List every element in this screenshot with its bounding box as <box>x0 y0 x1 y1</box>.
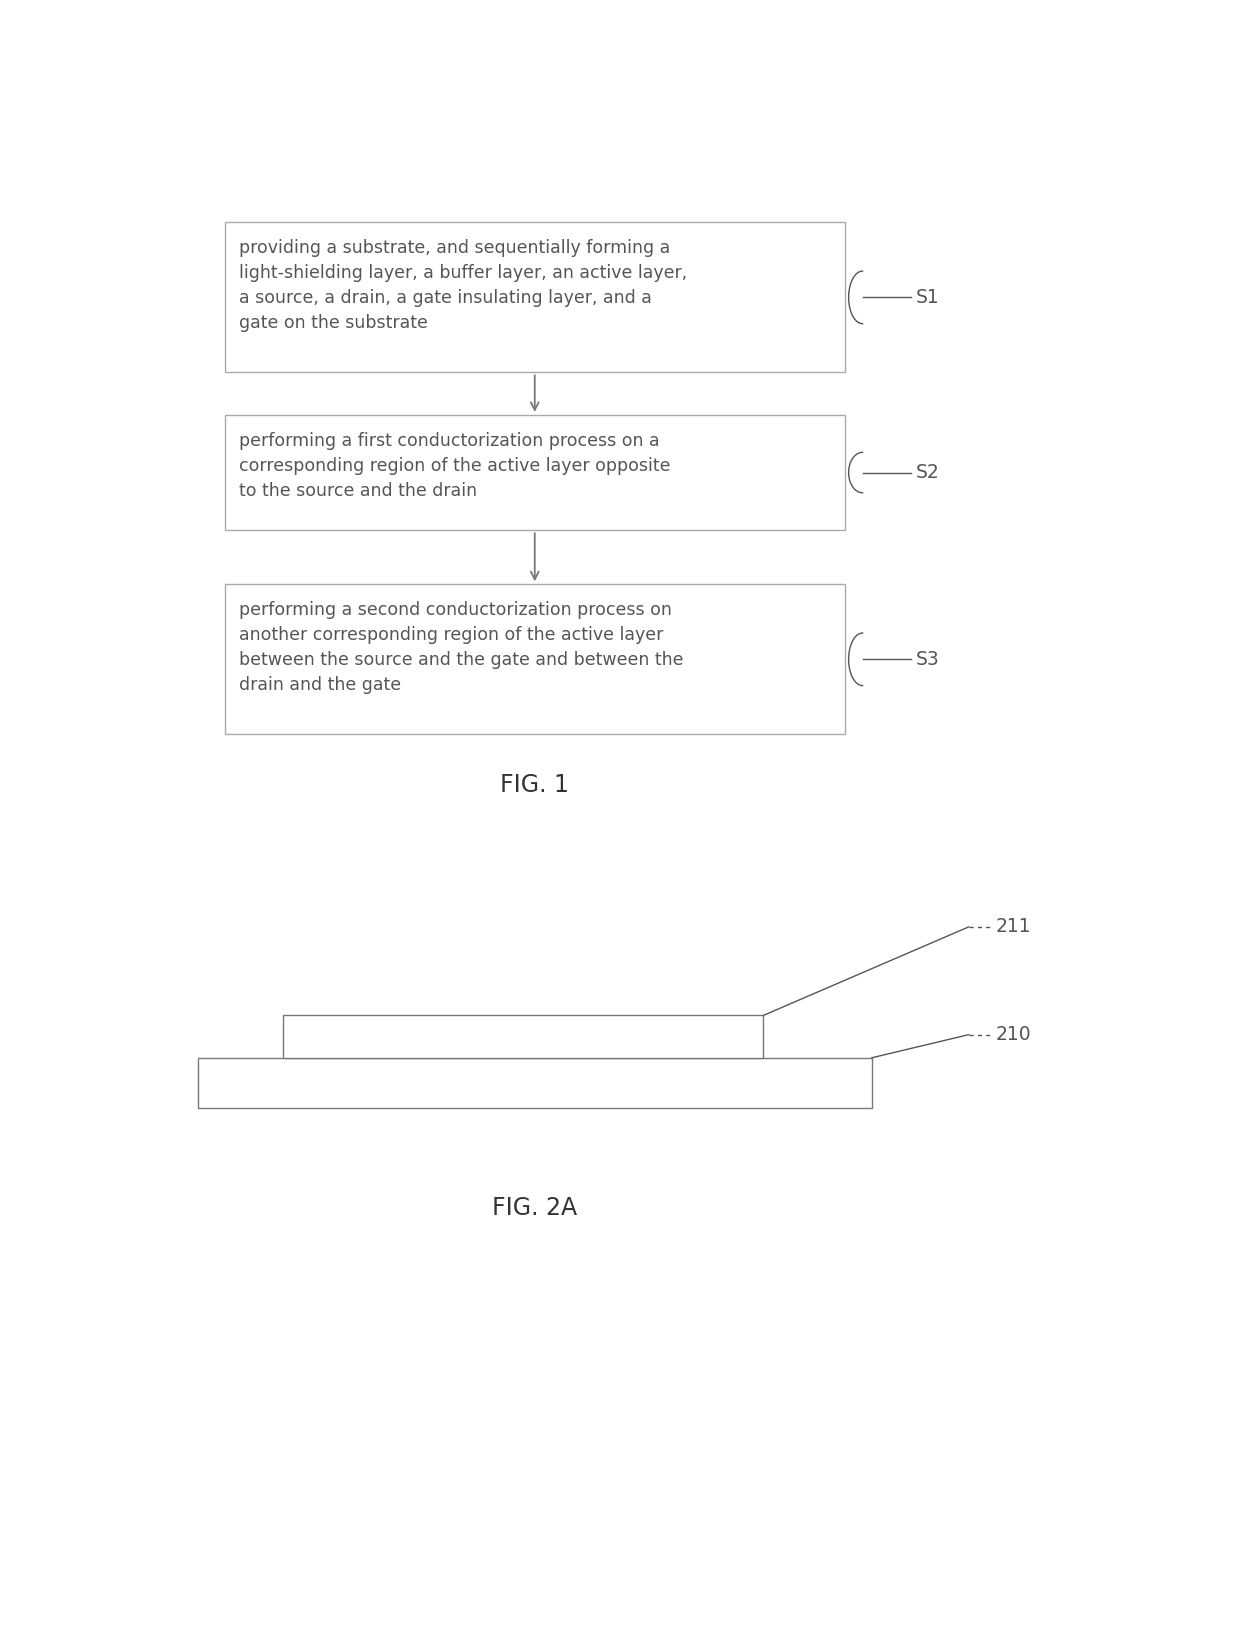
Text: FIG. 2A: FIG. 2A <box>492 1197 578 1221</box>
Text: 210: 210 <box>996 1026 1032 1044</box>
Text: performing a second conductorization process on
another corresponding region of : performing a second conductorization pro… <box>238 601 683 694</box>
Bar <box>224 415 844 531</box>
Text: 211: 211 <box>996 917 1032 936</box>
Text: performing a first conductorization process on a
corresponding region of the act: performing a first conductorization proc… <box>238 431 670 500</box>
Text: S1: S1 <box>916 288 940 308</box>
Bar <box>197 1058 872 1107</box>
Text: FIG. 1: FIG. 1 <box>500 773 569 796</box>
Bar <box>283 1016 764 1058</box>
Text: S2: S2 <box>916 462 940 482</box>
Text: providing a substrate, and sequentially forming a
light-shielding layer, a buffe: providing a substrate, and sequentially … <box>238 239 687 332</box>
Bar <box>224 584 844 734</box>
Text: S3: S3 <box>916 650 940 669</box>
Bar <box>224 223 844 373</box>
